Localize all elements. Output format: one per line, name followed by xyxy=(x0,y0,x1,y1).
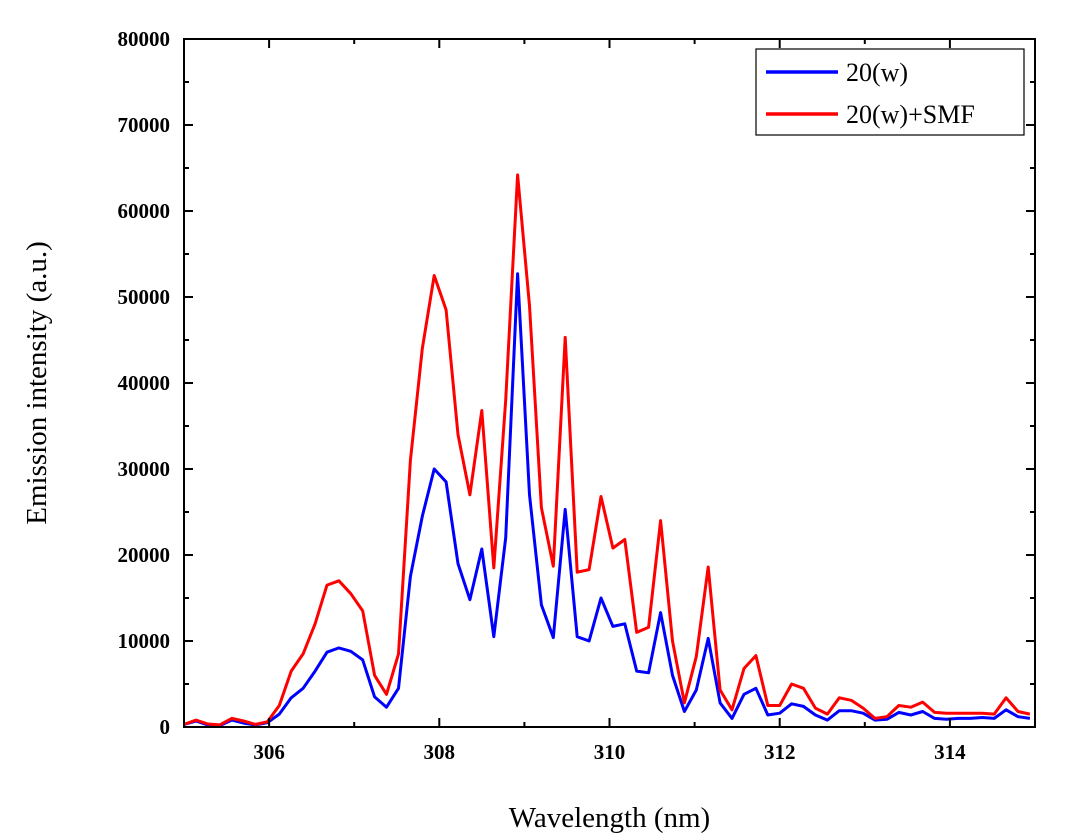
series-line-0 xyxy=(183,272,1031,728)
y-axis-title: Emission intensity (a.u.) xyxy=(21,241,53,525)
x-tick-label: 312 xyxy=(764,740,796,764)
x-tick-label: 314 xyxy=(934,740,966,764)
y-tick-label: 40000 xyxy=(118,371,171,395)
x-tick-label: 308 xyxy=(424,740,456,764)
x-tick-label: 306 xyxy=(253,740,285,764)
legend-label-20w-smf: 20(w)+SMF xyxy=(846,100,975,129)
x-tick-label: 310 xyxy=(594,740,626,764)
y-tick-label: 50000 xyxy=(118,285,171,309)
x-axis-title: Wavelength (nm) xyxy=(509,802,710,834)
series-layer xyxy=(183,173,1031,728)
y-tick-label: 30000 xyxy=(118,457,171,481)
series-line-1 xyxy=(183,173,1031,727)
y-tick-label: 20000 xyxy=(118,543,171,567)
y-tick-label: 70000 xyxy=(118,113,171,137)
tick-layer: 306 308 310 312 314 0 10000 20000 30000 40000 5000… xyxy=(118,27,1035,764)
legend: 20(w) 20(w)+SMF xyxy=(755,48,1025,136)
legend-box xyxy=(755,48,1025,136)
y-tick-label: 0 xyxy=(160,715,171,739)
plot-area: 306 308 310 312 314 0 10000 20000 30000 40000 5000… xyxy=(118,27,1036,764)
y-tick-label: 10000 xyxy=(118,629,171,653)
plot-frame xyxy=(183,38,1036,728)
legend-label-20w: 20(w) xyxy=(846,58,908,87)
y-tick-label: 80000 xyxy=(118,27,171,51)
y-tick-label: 60000 xyxy=(118,199,171,223)
